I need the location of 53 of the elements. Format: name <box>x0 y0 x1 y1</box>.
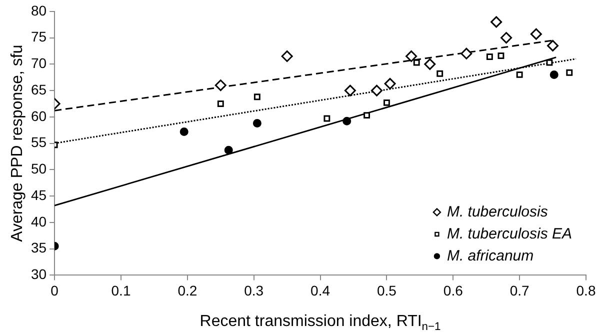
point <box>217 100 224 107</box>
point <box>490 16 502 28</box>
legend-label: M. africanum <box>446 247 534 264</box>
point <box>498 52 504 59</box>
point <box>546 59 553 66</box>
point <box>436 70 444 77</box>
y-axis-title: Average PPD response, sfu <box>9 44 26 242</box>
x-tick-label: 0.1 <box>111 282 131 298</box>
point <box>460 48 472 60</box>
point <box>413 59 420 66</box>
point <box>547 40 559 52</box>
point <box>254 94 260 100</box>
y-tick-label: 70 <box>30 55 47 72</box>
y-tick-label: 80 <box>30 2 47 18</box>
point <box>383 99 390 106</box>
y-tick-label: 45 <box>30 186 47 203</box>
point <box>500 32 512 44</box>
point <box>224 146 233 154</box>
x-tick-label: 0.4 <box>310 282 330 298</box>
x-tick-label: 0.7 <box>510 282 530 298</box>
point <box>281 50 293 62</box>
x-tick-label: 0.3 <box>244 282 264 298</box>
point <box>406 50 418 62</box>
y-tick-label: 65 <box>30 81 47 98</box>
point <box>371 84 382 96</box>
y-tick-label: 75 <box>30 28 47 45</box>
point <box>530 28 542 40</box>
x-tick-label: 0.8 <box>576 282 596 298</box>
legend-label: M. tuberculosis EA <box>446 225 572 242</box>
legend-label: M. tuberculosis <box>446 203 548 220</box>
y-tick-label: 50 <box>30 160 47 177</box>
y-tick-label: 35 <box>30 240 47 256</box>
x-tick-label: 0.5 <box>376 282 397 298</box>
point <box>516 71 523 78</box>
point <box>566 69 573 76</box>
point <box>324 115 330 122</box>
y-tick-label: 40 <box>30 213 47 230</box>
x-tick-label: 0 <box>50 282 59 298</box>
point <box>180 127 188 136</box>
y-tick-label: 30 <box>30 266 47 282</box>
x-tick-label: 0.6 <box>443 282 464 298</box>
y-tick-label: 55 <box>30 134 47 150</box>
point <box>214 80 226 92</box>
point <box>486 54 493 60</box>
x-tick-label: 0.2 <box>178 282 198 298</box>
point <box>384 78 396 90</box>
point <box>550 70 558 79</box>
y-tick-label: 60 <box>30 108 47 124</box>
point <box>342 116 352 126</box>
point <box>344 84 356 96</box>
point <box>252 119 262 128</box>
point <box>424 58 436 70</box>
point <box>364 112 370 119</box>
